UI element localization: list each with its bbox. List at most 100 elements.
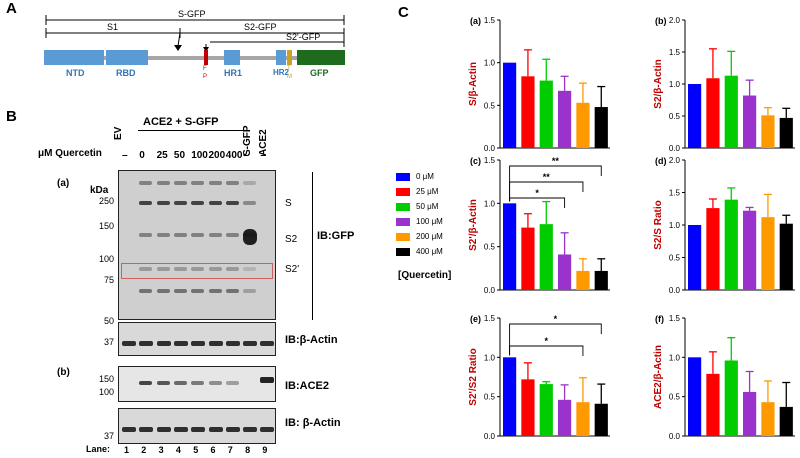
band-gfp — [139, 267, 153, 271]
lane-9: 9 — [262, 445, 268, 455]
span-s2prime-gfp: S2'-GFP — [286, 32, 321, 42]
band-gfp — [243, 289, 257, 293]
dose-2: 0 — [139, 150, 145, 161]
band-actin — [260, 427, 275, 432]
bar — [503, 62, 517, 148]
mw-b-37: 37 — [103, 431, 114, 441]
y-tick-label: 1.0 — [484, 59, 496, 68]
sub-b-label: (b) — [57, 367, 70, 378]
panel-c-letter: C — [398, 4, 409, 21]
significance-mark: * — [535, 188, 539, 198]
y-tick-label: 0.5 — [669, 112, 681, 121]
band-actin — [225, 341, 240, 346]
sub-a-label: (a) — [57, 178, 70, 189]
y-tick-label: 1.5 — [484, 156, 496, 165]
bar — [743, 391, 757, 436]
chart-panel-label: (f) — [655, 314, 664, 324]
y-tick-label: 0.0 — [669, 144, 681, 153]
band-actin — [243, 341, 258, 346]
significance-mark: ** — [552, 156, 560, 166]
band-gfp — [225, 233, 239, 237]
domain-tm-m: M — [287, 74, 292, 80]
bar — [558, 399, 572, 436]
y-axis-label: S2'/β-Actin — [468, 199, 479, 251]
bar — [743, 95, 757, 148]
band-gfp — [225, 289, 239, 293]
band-gfp — [139, 201, 153, 205]
band-gfp — [173, 289, 187, 293]
bar — [521, 227, 535, 290]
band-actin — [122, 341, 136, 346]
legend-title: [Quercetin] — [398, 270, 452, 281]
band-gfp — [173, 181, 187, 185]
band-gfp — [173, 201, 187, 205]
legend-swatch — [396, 232, 410, 241]
significance-bracket — [509, 165, 602, 202]
bar — [594, 403, 608, 436]
bar — [724, 199, 738, 290]
chart-panel-label: (d) — [655, 156, 667, 166]
band-actin — [191, 341, 206, 346]
panel-a-letter: A — [6, 0, 17, 17]
domain-fp-p: P — [203, 74, 208, 80]
bar — [706, 208, 720, 290]
blot-actin-2 — [118, 408, 276, 444]
blot-actin-1 — [118, 322, 276, 356]
bar — [576, 402, 590, 436]
mw-b-150: 150 — [98, 374, 114, 384]
dose-1: – — [122, 150, 128, 161]
band-gfp — [156, 181, 170, 185]
bar — [594, 107, 608, 148]
bar — [724, 360, 738, 436]
band-gfp — [191, 233, 205, 237]
y-tick-label: 1.0 — [669, 221, 681, 230]
y-tick-label: 0.5 — [484, 393, 496, 402]
band-ace2 — [191, 381, 205, 385]
domain-rbd: RBD — [116, 68, 136, 78]
lane-label: Lane: — [86, 444, 111, 454]
band-gfp — [243, 181, 257, 185]
bar — [503, 203, 517, 290]
band-actin — [139, 341, 154, 346]
bar — [521, 76, 535, 148]
band-actin — [260, 341, 275, 346]
legend-label: 0 μM — [416, 172, 434, 181]
legend-label: 100 μM — [416, 217, 443, 226]
legend-item: 25 μM — [396, 187, 438, 196]
quercetin-label: μM Quercetin — [38, 148, 102, 159]
mw-37: 37 — [103, 337, 114, 347]
band-gfp-sgfp — [243, 229, 258, 245]
lane-7: 7 — [227, 445, 233, 455]
dose-7: 400 — [225, 150, 243, 161]
y-axis-label: S/β-Actin — [468, 62, 479, 106]
bar — [761, 115, 775, 148]
band-ace2 — [139, 381, 153, 385]
band-gfp — [225, 267, 239, 271]
dose-3: 25 — [156, 150, 168, 161]
bar — [576, 270, 590, 290]
bar — [761, 217, 775, 290]
chart-panel-label: (e) — [470, 314, 481, 324]
domain-ntd: NTD — [66, 68, 85, 78]
band-actin — [173, 427, 188, 432]
y-tick-label: 1.0 — [484, 199, 496, 208]
legend-label: 25 μM — [416, 187, 439, 196]
band-ace2-ctrl — [260, 377, 275, 383]
bar — [779, 223, 793, 290]
group-label: ACE2 + S-GFP — [143, 116, 219, 128]
band-label-s2prime: S2' — [285, 264, 300, 275]
blot-gfp — [118, 170, 276, 320]
bar — [688, 225, 702, 290]
band-gfp — [208, 289, 222, 293]
y-tick-label: 0.0 — [484, 432, 496, 441]
lane-6: 6 — [210, 445, 216, 455]
mw-75: 75 — [103, 275, 114, 285]
significance-bracket — [509, 345, 584, 356]
mw-100: 100 — [98, 254, 114, 264]
band-gfp — [173, 267, 187, 271]
s2prime-box — [121, 263, 273, 279]
band-label-s2: S2 — [285, 234, 298, 245]
bar — [576, 102, 590, 148]
bar — [706, 373, 720, 436]
